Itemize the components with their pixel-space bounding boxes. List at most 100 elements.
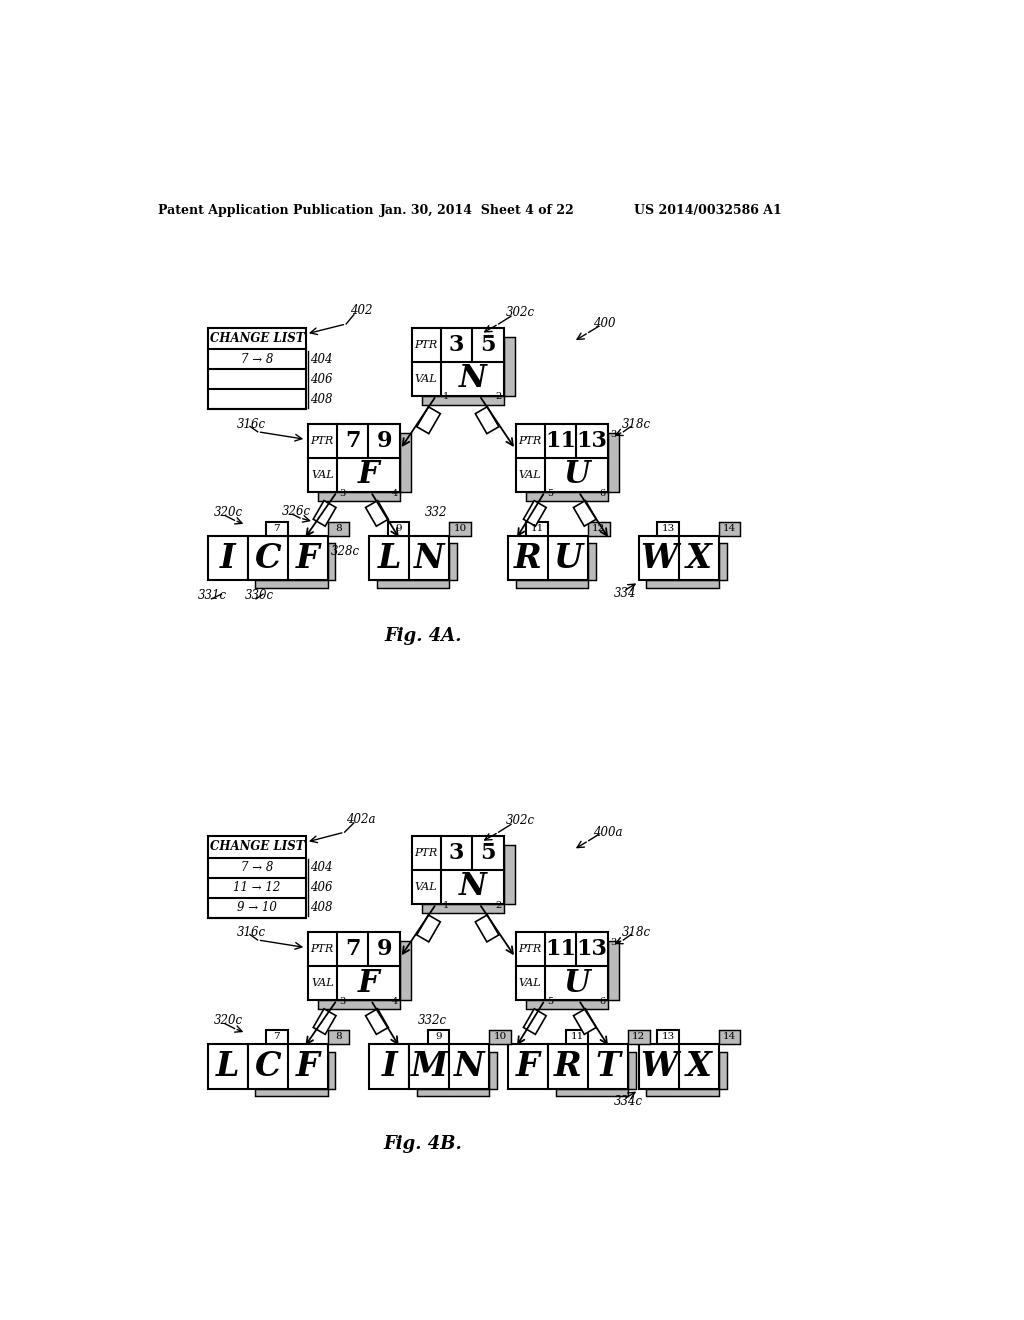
Text: 332: 332 [425, 506, 447, 519]
Text: X: X [686, 1049, 712, 1082]
Bar [608, 941, 618, 1001]
Bar [410, 1044, 489, 1089]
Bar [208, 836, 306, 917]
Text: 7 → 8: 7 → 8 [241, 861, 273, 874]
Text: 318c: 318c [622, 925, 651, 939]
Text: 402a: 402a [346, 813, 376, 825]
Polygon shape [313, 500, 336, 527]
Text: 3: 3 [449, 842, 464, 865]
Text: 408: 408 [310, 393, 333, 407]
Bar [719, 544, 727, 581]
Text: 12: 12 [632, 1032, 645, 1041]
Text: U: U [553, 541, 583, 574]
Text: 3: 3 [449, 334, 464, 355]
Bar [208, 536, 248, 581]
Polygon shape [417, 407, 440, 434]
Polygon shape [523, 500, 546, 527]
Text: VAL: VAL [415, 882, 437, 892]
Text: 328c: 328c [331, 545, 359, 557]
Text: 9: 9 [377, 430, 392, 451]
Text: 11: 11 [545, 430, 577, 451]
Bar [608, 433, 618, 492]
Text: PTR: PTR [518, 436, 542, 446]
Polygon shape [573, 500, 596, 527]
Text: 404: 404 [310, 352, 333, 366]
Bar [328, 521, 349, 536]
Bar [388, 521, 410, 536]
Text: CHANGE LIST: CHANGE LIST [210, 333, 304, 345]
Text: 326c: 326c [282, 504, 310, 517]
Text: 400a: 400a [593, 825, 622, 838]
Text: F: F [516, 1049, 540, 1082]
Bar [719, 1052, 727, 1089]
Text: 13: 13 [577, 430, 607, 451]
Text: 5: 5 [547, 488, 553, 498]
Text: 9: 9 [377, 939, 392, 960]
Polygon shape [313, 1008, 336, 1035]
Text: VAL: VAL [311, 978, 334, 989]
Bar [328, 1030, 349, 1044]
Text: 408: 408 [310, 902, 333, 915]
Bar [412, 327, 504, 396]
Text: 406: 406 [310, 372, 333, 385]
Bar [248, 1044, 328, 1089]
Bar [526, 521, 548, 536]
Text: 9 → 10: 9 → 10 [237, 902, 276, 915]
Bar [548, 1044, 628, 1089]
Text: 13: 13 [662, 1032, 675, 1041]
Bar [255, 581, 328, 589]
Text: N: N [414, 541, 444, 574]
Bar [266, 521, 288, 536]
Bar [248, 536, 328, 581]
Text: Fig. 4B.: Fig. 4B. [384, 1135, 463, 1152]
Bar [450, 544, 457, 581]
Text: Patent Application Publication: Patent Application Publication [158, 205, 373, 218]
Polygon shape [366, 500, 388, 527]
Text: 13: 13 [662, 524, 675, 533]
Text: PTR: PTR [415, 339, 438, 350]
Text: 8: 8 [335, 1032, 342, 1041]
Bar [657, 1030, 679, 1044]
Text: PTR: PTR [415, 847, 438, 858]
Text: 11 → 12: 11 → 12 [233, 880, 281, 894]
Text: 404: 404 [310, 861, 333, 874]
Bar [526, 492, 608, 502]
Bar [489, 1030, 511, 1044]
Bar [504, 337, 515, 396]
Text: 9: 9 [435, 1032, 442, 1041]
Text: F: F [296, 541, 319, 574]
Bar [515, 932, 608, 1001]
Text: 302c: 302c [506, 814, 535, 828]
Text: R: R [554, 1049, 582, 1082]
Text: 3: 3 [610, 430, 616, 440]
Text: N: N [459, 363, 486, 395]
Bar [588, 521, 609, 536]
Text: U: U [563, 459, 590, 490]
Text: C: C [254, 541, 281, 574]
Bar [556, 1089, 628, 1096]
Text: US 2014/0032586 A1: US 2014/0032586 A1 [634, 205, 782, 218]
Bar [370, 536, 450, 581]
Bar [208, 327, 306, 409]
Bar [515, 581, 588, 589]
Text: M: M [411, 1049, 447, 1082]
Text: PTR: PTR [310, 944, 334, 954]
Bar [719, 1030, 740, 1044]
Bar [328, 544, 336, 581]
Bar [508, 1044, 548, 1089]
Bar [400, 433, 411, 492]
Text: W: W [640, 1049, 678, 1082]
Bar [307, 932, 400, 1001]
Bar [417, 1089, 489, 1096]
Polygon shape [366, 1008, 388, 1035]
Text: F: F [296, 1049, 319, 1082]
Text: Jan. 30, 2014  Sheet 4 of 22: Jan. 30, 2014 Sheet 4 of 22 [380, 205, 574, 218]
Bar [588, 544, 596, 581]
Text: 2: 2 [496, 900, 502, 909]
Text: 330c: 330c [245, 589, 273, 602]
Text: VAL: VAL [519, 978, 542, 989]
Bar [515, 424, 608, 492]
Bar [450, 521, 471, 536]
Text: F: F [357, 459, 379, 490]
Bar [422, 396, 504, 405]
